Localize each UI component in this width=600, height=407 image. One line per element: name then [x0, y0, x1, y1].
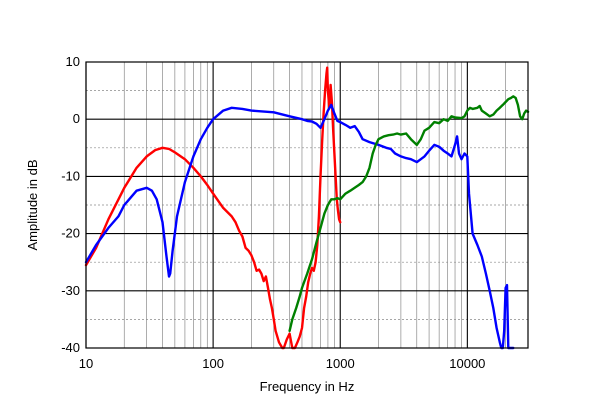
series-line-3 — [288, 95, 530, 332]
y-tick-label: 10 — [66, 54, 80, 69]
plot-frame — [85, 61, 529, 349]
y-tick-label: 0 — [73, 111, 80, 126]
y-axis-label: Amplitude in dB — [25, 159, 40, 250]
x-tick-label: 10 — [79, 356, 93, 371]
y-tick-label: -20 — [61, 226, 80, 241]
x-tick-label: 1000 — [326, 356, 355, 371]
y-tick-labels: 10 0 -10 -20 -30 -40 — [61, 54, 80, 355]
x-tick-labels: 10 100 1000 10000 — [79, 356, 486, 371]
y-tick-label: -30 — [61, 283, 80, 298]
y-tick-label: -40 — [61, 340, 80, 355]
x-axis-label: Frequency in Hz — [260, 379, 355, 394]
y-tick-label: -10 — [61, 168, 80, 183]
series-line-1 — [84, 66, 342, 350]
x-tick-label: 10000 — [449, 356, 485, 371]
series-layer — [84, 66, 530, 350]
series-line-2 — [84, 103, 515, 350]
x-tick-label: 100 — [202, 356, 224, 371]
